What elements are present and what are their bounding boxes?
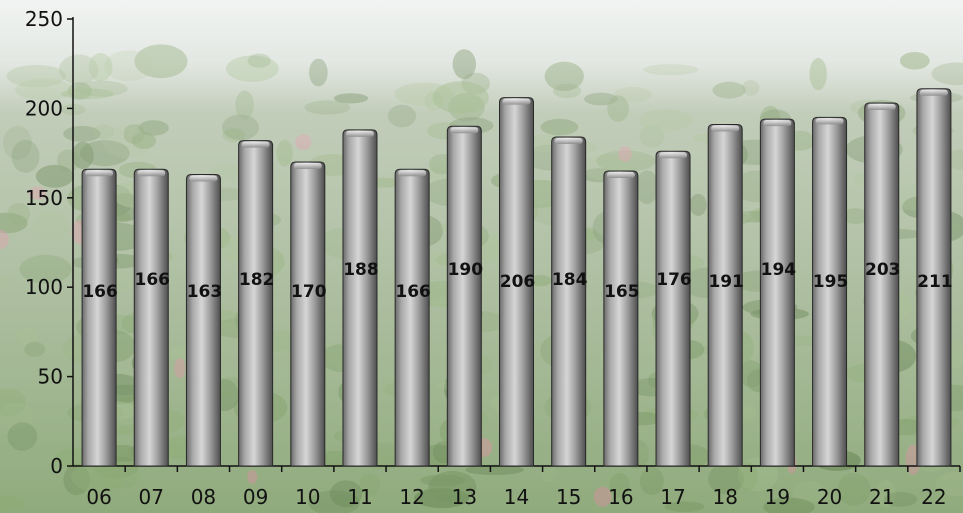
bar-highlight [241, 141, 270, 148]
x-tick-label: 11 [347, 485, 372, 509]
bar-group: 195 [812, 116, 849, 467]
bar-group: 166 [394, 168, 431, 467]
data-label: 166 [82, 282, 118, 302]
bar-group: 176 [655, 150, 692, 467]
bar [864, 102, 900, 467]
bar-highlight [919, 89, 948, 96]
data-label: 194 [761, 260, 797, 280]
x-tick-label: 09 [243, 485, 268, 509]
x-tick-label: 17 [660, 485, 685, 509]
y-tick-label: 150 [25, 186, 63, 210]
data-label: 190 [448, 260, 484, 280]
bar-highlight [398, 170, 427, 177]
bar-highlight [85, 170, 114, 177]
x-tick-label: 08 [191, 485, 216, 509]
bar-group: 188 [342, 129, 379, 467]
y-tick-label: 100 [25, 275, 63, 299]
data-label: 170 [291, 282, 327, 302]
bar [759, 118, 795, 467]
bar [342, 129, 378, 467]
bar-highlight [293, 163, 322, 170]
bar-group: 190 [446, 125, 484, 467]
bar [238, 140, 274, 467]
bar-highlight [606, 171, 635, 178]
bar-highlight [450, 127, 479, 134]
bar-highlight [867, 104, 896, 111]
bar-group: 182 [238, 140, 275, 467]
y-tick-label: 0 [50, 454, 63, 478]
bar [185, 174, 221, 467]
bar [707, 123, 743, 467]
bar-group: 206 [499, 97, 536, 467]
bar-highlight [137, 170, 166, 177]
bar-highlight [711, 125, 740, 132]
data-label: 182 [239, 270, 275, 290]
x-tick-label: 06 [86, 485, 111, 509]
bar-highlight [659, 152, 688, 159]
x-tick-label: 21 [869, 485, 894, 509]
x-tick-label: 16 [608, 485, 633, 509]
x-tick-label: 15 [556, 485, 581, 509]
bar [133, 168, 169, 467]
bar [916, 88, 952, 467]
x-tick-label: 14 [504, 485, 529, 509]
bar [551, 136, 587, 467]
x-tick-label: 10 [295, 485, 320, 509]
bar-group: 184 [551, 136, 588, 467]
data-label: 206 [500, 272, 536, 292]
y-tick-label: 200 [25, 96, 63, 120]
x-tick-label: 13 [452, 485, 477, 509]
bar-highlight [189, 175, 218, 182]
x-tick-label: 20 [817, 485, 842, 509]
data-label: 163 [187, 282, 223, 302]
y-tick-label: 250 [25, 7, 63, 31]
data-label: 176 [656, 270, 692, 290]
x-tick-label: 12 [399, 485, 424, 509]
bar-group: 170 [290, 161, 327, 467]
data-label: 166 [135, 270, 171, 290]
bar [446, 125, 482, 467]
x-tick-label: 22 [921, 485, 946, 509]
bar-group: 191 [707, 123, 744, 467]
x-tick-label: 07 [139, 485, 164, 509]
bar-highlight [502, 98, 531, 105]
data-label: 184 [552, 270, 588, 290]
data-label: 211 [917, 272, 953, 292]
bar [81, 168, 117, 467]
bar-highlight [763, 120, 792, 127]
bar-group: 166 [81, 168, 118, 467]
y-tick-label: 50 [38, 365, 63, 389]
data-label: 203 [865, 260, 901, 280]
bar-group: 165 [603, 170, 640, 467]
data-label: 195 [813, 272, 849, 292]
bar [655, 150, 691, 467]
x-tick-label: 18 [712, 485, 737, 509]
bar [290, 161, 326, 467]
bar [603, 170, 639, 467]
bar-group: 166 [133, 168, 171, 467]
data-label: 188 [343, 260, 379, 280]
bar [499, 97, 534, 467]
data-label: 165 [604, 282, 640, 302]
bar-group: 194 [759, 118, 797, 467]
bar-highlight [345, 130, 374, 137]
bar [812, 116, 848, 467]
bar-highlight [554, 138, 583, 145]
data-label: 191 [708, 272, 744, 292]
bar [394, 168, 430, 467]
bar-group: 203 [864, 102, 901, 467]
x-tick-label: 19 [765, 485, 790, 509]
bar-group: 211 [916, 88, 953, 467]
bar-group: 163 [185, 174, 223, 467]
data-label: 166 [395, 282, 431, 302]
bar-highlight [815, 118, 844, 125]
